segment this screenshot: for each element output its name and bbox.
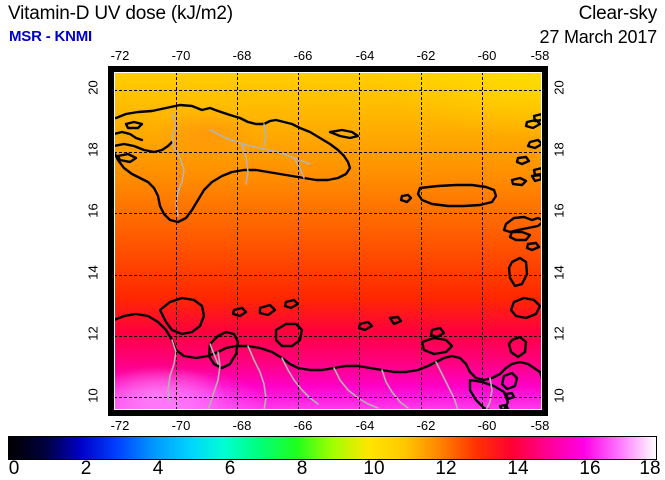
data-source-label: MSR - KNMI xyxy=(9,28,92,45)
x-axis-tick-top: -58 xyxy=(530,48,550,63)
y-axis-tick-right: 14 xyxy=(551,265,567,280)
gridline-horizontal xyxy=(114,274,542,276)
date-label: 27 March 2017 xyxy=(539,27,658,47)
x-axis-tick-bottom: -60 xyxy=(477,418,497,433)
x-axis-tick-top: -64 xyxy=(355,48,375,63)
x-axis-tick-top: -60 xyxy=(477,48,497,63)
y-axis-tick-right: 12 xyxy=(551,326,567,341)
y-axis-tick-right: 16 xyxy=(551,203,567,218)
colorbar-tick: 6 xyxy=(224,458,236,479)
y-axis-tick-right: 18 xyxy=(551,142,567,157)
x-axis-tick-bottom: -64 xyxy=(355,418,375,433)
x-axis-tick-top: -70 xyxy=(171,48,191,63)
colorbar-tick-labels: 0 2 4 6 8 10 12 14 16 18 xyxy=(8,458,661,480)
colorbar-tick: 8 xyxy=(296,458,308,479)
gridline-horizontal xyxy=(114,90,542,92)
x-axis-tick-bottom: -66 xyxy=(293,418,313,433)
gridline-vertical xyxy=(298,72,300,410)
colorbar-tick: 12 xyxy=(435,458,457,479)
colorbar-tick: 0 xyxy=(8,458,20,479)
x-axis-tick-top: -68 xyxy=(232,48,252,63)
x-axis-tick-bottom: -70 xyxy=(171,418,191,433)
y-axis-tick-left: 16 xyxy=(85,203,101,218)
y-axis-tick-right: 10 xyxy=(551,388,567,403)
gridline-vertical xyxy=(237,72,239,410)
uv-dose-field-shading xyxy=(114,72,542,410)
y-axis-tick-left: 12 xyxy=(85,326,101,341)
page-title: Vitamin-D UV dose (kJ/m2) xyxy=(8,3,233,24)
y-axis-tick-left: 14 xyxy=(85,265,101,280)
x-axis-tick-bottom: -58 xyxy=(530,418,550,433)
colorbar-tick: 4 xyxy=(152,458,164,479)
x-axis-tick-bottom: -62 xyxy=(416,418,436,433)
x-axis-tick-top: -72 xyxy=(110,48,130,63)
gridline-vertical xyxy=(420,72,422,410)
sky-condition-label: Clear-sky xyxy=(578,3,658,24)
colorbar-tick: 10 xyxy=(363,458,385,479)
gridline-vertical xyxy=(175,72,177,410)
y-axis-tick-right: 20 xyxy=(551,80,567,95)
gridline-horizontal xyxy=(114,213,542,215)
colorbar-tick: 14 xyxy=(507,458,529,479)
colorbar-tick: 16 xyxy=(579,458,601,479)
x-axis-tick-top: -66 xyxy=(293,48,313,63)
map-plot-frame xyxy=(108,66,548,416)
y-axis-tick-left: 10 xyxy=(85,388,101,403)
gridline-horizontal xyxy=(114,151,542,153)
y-axis-tick-left: 20 xyxy=(85,80,101,95)
x-axis-tick-bottom: -68 xyxy=(232,418,252,433)
gridline-vertical xyxy=(481,72,483,410)
colorbar-tick: 18 xyxy=(639,458,661,479)
y-axis-tick-left: 18 xyxy=(85,142,101,157)
gridline-vertical xyxy=(359,72,361,410)
uv-dose-field xyxy=(114,72,542,410)
colorbar-tick: 2 xyxy=(80,458,92,479)
gridline-horizontal xyxy=(114,397,542,399)
x-axis-tick-bottom: -72 xyxy=(110,418,130,433)
x-axis-tick-top: -62 xyxy=(416,48,436,63)
map-plot-area[interactable] xyxy=(114,72,542,410)
colorbar xyxy=(8,436,657,460)
gridline-horizontal xyxy=(114,336,542,337)
colorbar-gradient xyxy=(8,436,657,460)
